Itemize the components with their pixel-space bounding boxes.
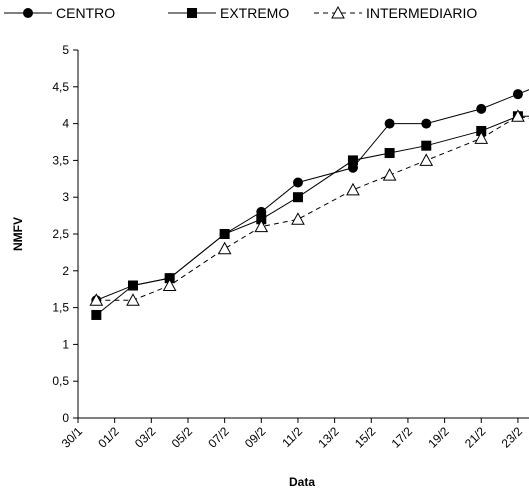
x-tick-label: 19/2 (425, 424, 452, 451)
data-point (421, 118, 432, 129)
data-point (126, 293, 140, 306)
y-tick-label: 3,5 (52, 153, 69, 167)
y-tick-label: 1 (62, 337, 69, 351)
y-ticks: 0 0,5 1 1,5 2 2,5 3 3,5 4 4,5 5 (52, 43, 78, 425)
x-tick-label: 11/2 (279, 424, 305, 450)
data-point (219, 229, 230, 239)
series-line (96, 115, 529, 316)
legend-item: INTERMEDIARIO (314, 5, 477, 21)
data-point (254, 219, 269, 233)
legend-item: CENTRO (4, 5, 115, 21)
data-point (384, 118, 395, 129)
data-point (512, 89, 523, 100)
y-tick-label: 0,5 (52, 374, 69, 388)
y-tick-label: 2,5 (52, 227, 69, 241)
y-tick-label: 4,5 (52, 80, 69, 94)
axes: 0 0,5 1 1,5 2 2,5 3 3,5 4 4,5 5 30/1 01/2 03/2 05/2 07… (52, 43, 529, 451)
y-tick-label: 1,5 (52, 301, 69, 315)
data-point (384, 148, 395, 159)
data-point (511, 109, 525, 122)
series-intermediario (89, 109, 529, 306)
x-tick-label: 03/2 (132, 424, 159, 451)
y-tick-label: 0 (62, 411, 69, 425)
legend-label: EXTREMO (220, 5, 289, 21)
legend-label: INTERMEDIARIO (366, 5, 477, 21)
x-ticks: 30/1 01/2 03/2 05/2 07/2 09/2 11/2 13/2 15/2 17/2… (59, 418, 526, 451)
y-tick-label: 4 (62, 117, 69, 131)
legend-marker (23, 8, 33, 18)
data-point (162, 278, 177, 292)
x-tick-label: 30/1 (59, 424, 86, 451)
data-point (292, 177, 303, 188)
y-tick-label: 3 (62, 190, 69, 204)
x-axis-title: Data (289, 475, 315, 489)
y-axis-title: NMFV (11, 217, 25, 251)
data-point (291, 212, 305, 225)
x-tick-label: 23/2 (499, 424, 526, 451)
data-point (292, 192, 303, 203)
data-point (89, 293, 104, 306)
legend-item: EXTREMO (168, 5, 289, 21)
data-point (217, 241, 232, 255)
data-point (419, 153, 434, 166)
data-point (91, 309, 102, 320)
data-point (347, 155, 358, 166)
data-point (164, 273, 175, 284)
y-tick-label: 5 (62, 43, 69, 57)
legend: CENTRO EXTREMO INTERMEDIARIO (4, 5, 477, 21)
data-point (421, 140, 432, 151)
data-point (127, 280, 138, 291)
data-point (476, 125, 487, 136)
data-point (382, 168, 397, 181)
series-line (96, 115, 529, 301)
data-point (474, 131, 489, 144)
data-point (256, 214, 267, 225)
legend-marker (331, 5, 345, 19)
x-tick-label: 17/2 (389, 424, 416, 451)
x-tick-label: 05/2 (169, 424, 196, 451)
series-line (96, 89, 529, 301)
series-extremo (91, 111, 529, 320)
data-point (346, 182, 360, 196)
y-tick-label: 2 (62, 264, 69, 278)
series-layer (89, 89, 529, 320)
x-tick-label: 07/2 (205, 424, 232, 451)
x-tick-label: 15/2 (352, 424, 379, 451)
x-tick-label: 09/2 (242, 424, 269, 451)
data-point (476, 103, 487, 114)
series-centro (91, 89, 529, 306)
x-tick-label: 21/2 (462, 424, 489, 451)
x-tick-label: 13/2 (315, 424, 342, 451)
x-tick-label: 01/2 (95, 424, 122, 451)
legend-label: CENTRO (56, 5, 115, 21)
legend-marker (187, 8, 197, 18)
